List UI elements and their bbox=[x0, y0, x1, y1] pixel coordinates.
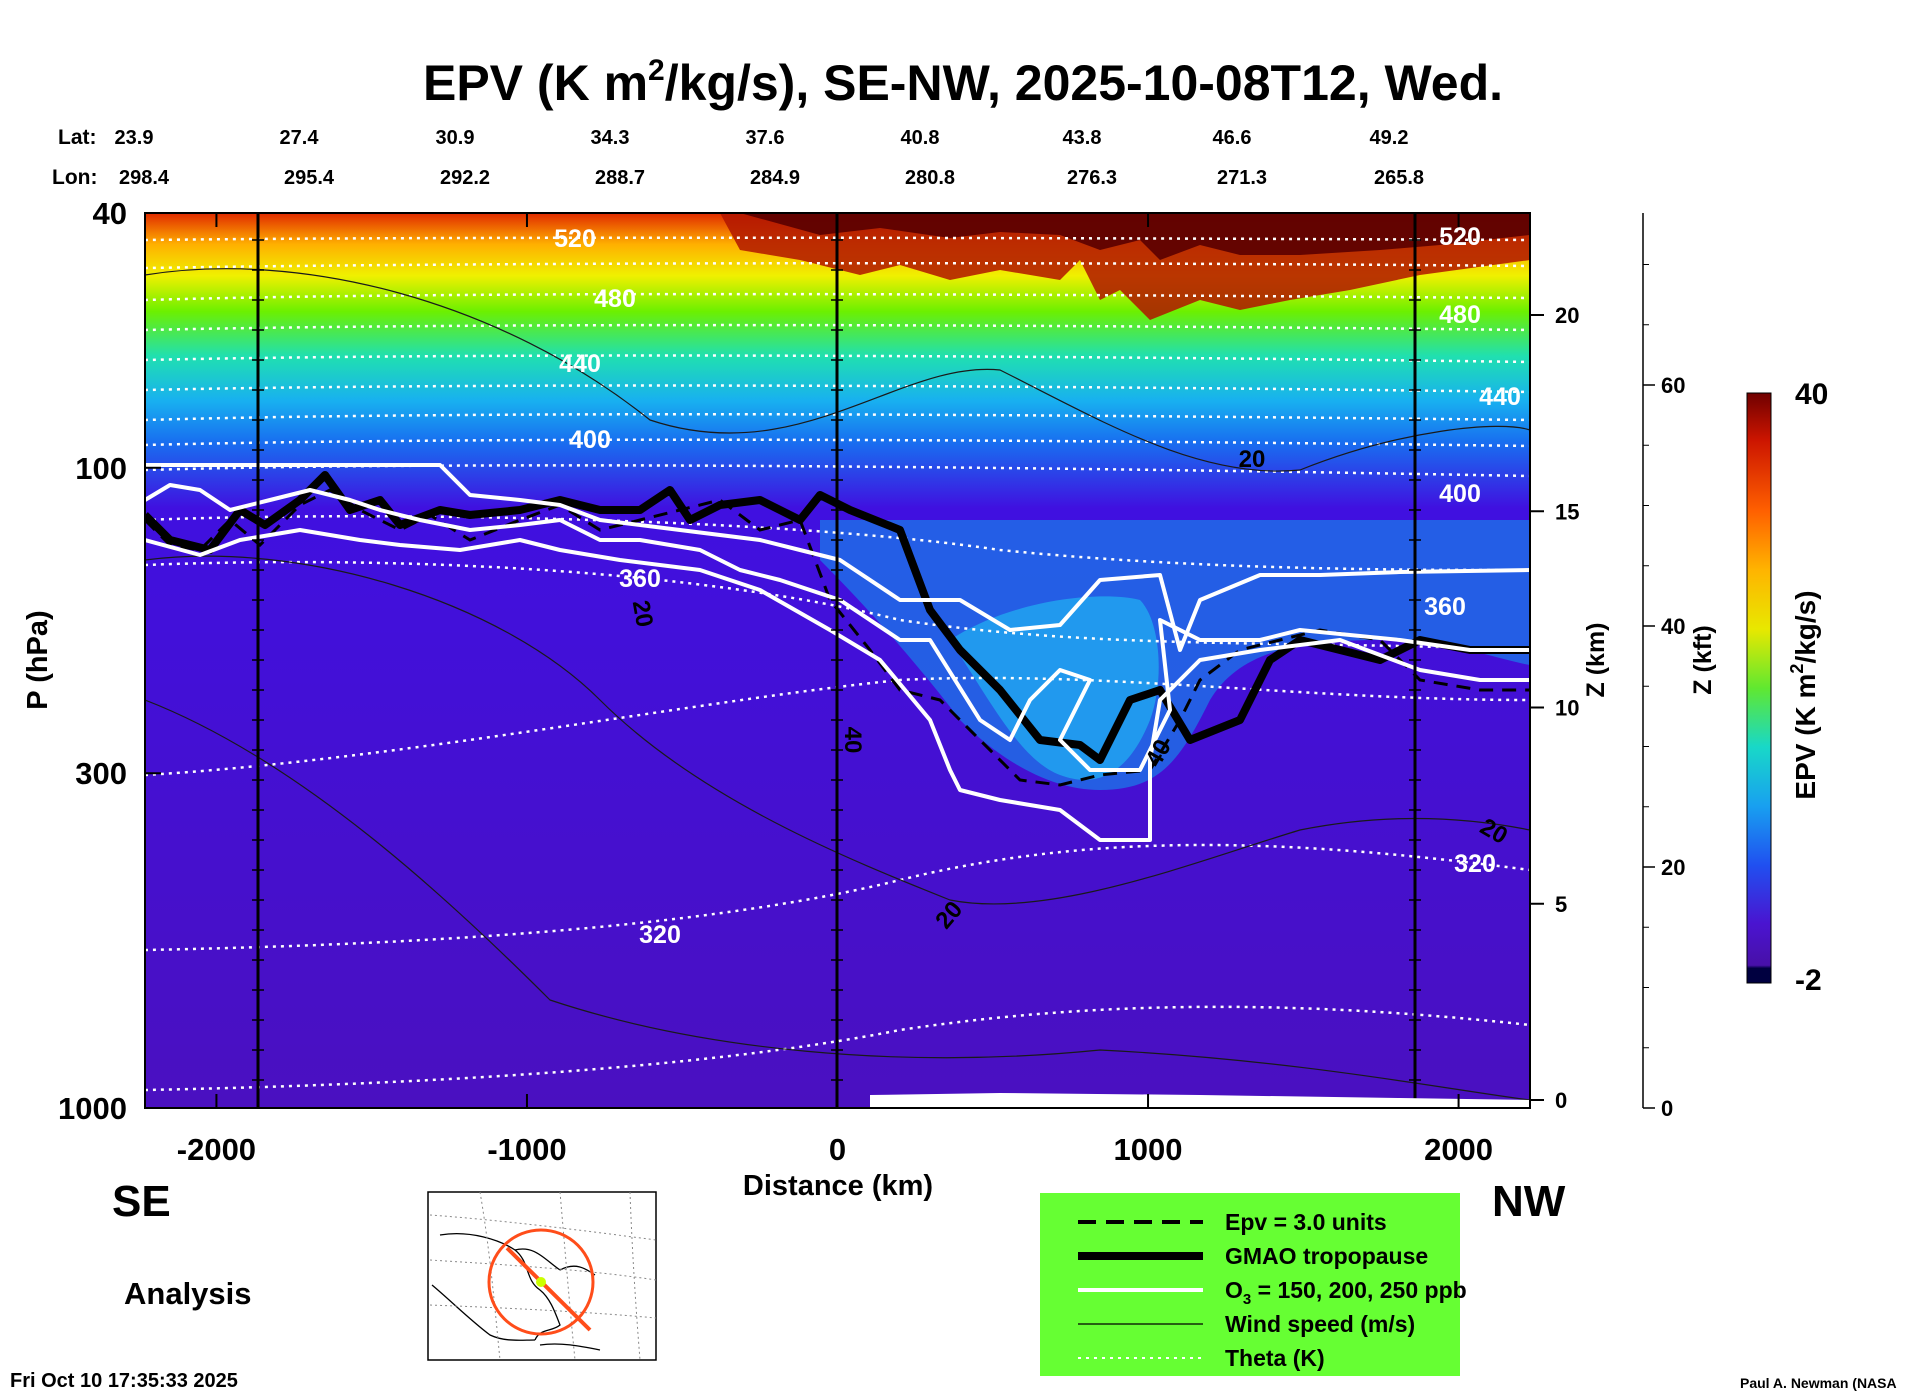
analysis-label: Analysis bbox=[124, 1276, 252, 1311]
terrain bbox=[870, 1093, 1530, 1108]
theta-label: 400 bbox=[569, 426, 611, 454]
x-axis: -2000 -1000 0 1000 2000 bbox=[177, 213, 1493, 1167]
y-axis-label: P (hPa) bbox=[22, 610, 54, 709]
z-kft-label: Z (kft) bbox=[1689, 625, 1717, 694]
legend: Epv = 3.0 units GMAO tropopause O3 = 150, … bbox=[1040, 1193, 1467, 1376]
colorbar-tick-top: 40 bbox=[1795, 378, 1828, 411]
x-tick-label: 1000 bbox=[1114, 1132, 1183, 1167]
z-kft-axis: 0 20 40 60 bbox=[1642, 213, 1685, 1121]
theta-label: 320 bbox=[1454, 850, 1496, 878]
epv-3-contour bbox=[145, 488, 1530, 787]
wind-speed-contours bbox=[145, 268, 1530, 1101]
z-km-label: Z (km) bbox=[1582, 623, 1610, 698]
y-tick-label: 1000 bbox=[58, 1091, 127, 1126]
z-km-tick-label: 0 bbox=[1555, 1088, 1567, 1113]
colorbar-tick-bottom: -2 bbox=[1795, 964, 1822, 997]
z-km-tick-label: 5 bbox=[1555, 892, 1567, 917]
z-km-axis: 0 5 10 15 20 bbox=[1529, 213, 1579, 1113]
credit: Paul A. Newman (NASA bbox=[1740, 1375, 1897, 1391]
lon-value: 280.8 bbox=[905, 167, 955, 189]
lon-value: 265.8 bbox=[1374, 167, 1424, 189]
legend-entry: Theta (K) bbox=[1225, 1345, 1325, 1371]
legend-entry: Wind speed (m/s) bbox=[1225, 1311, 1415, 1337]
lat-value: 49.2 bbox=[1370, 127, 1409, 149]
lon-value: 284.9 bbox=[750, 167, 800, 189]
timestamp: Fri Oct 10 17:35:33 2025 bbox=[10, 1370, 238, 1392]
lon-value: 295.4 bbox=[284, 167, 335, 189]
lat-label: Lat: bbox=[58, 126, 97, 149]
wind-label: 20 bbox=[627, 598, 658, 629]
x-tick-label: -2000 bbox=[177, 1132, 256, 1167]
wind-label: 20 bbox=[1239, 446, 1266, 473]
y-tick-label: 40 bbox=[93, 196, 127, 231]
lat-value: 23.9 bbox=[115, 127, 154, 149]
theta-label: 360 bbox=[1424, 593, 1466, 621]
epv-peak-region bbox=[740, 213, 1530, 260]
x-tick-label: 0 bbox=[829, 1132, 846, 1167]
theta-label: 440 bbox=[1479, 383, 1521, 411]
z-km-tick-label: 20 bbox=[1555, 303, 1579, 328]
theta-label: 320 bbox=[639, 921, 681, 949]
locator-map bbox=[427, 1191, 657, 1361]
theta-labels: 520 520 480 480 440 440 400 400 360 360 320 320 bbox=[554, 223, 1521, 949]
x-tick-label: 2000 bbox=[1424, 1132, 1493, 1167]
legend-entry: Epv = 3.0 units bbox=[1225, 1209, 1387, 1235]
lat-value: 34.3 bbox=[591, 127, 630, 149]
z-kft-tick-label: 60 bbox=[1661, 373, 1685, 398]
lat-value: 43.8 bbox=[1063, 127, 1102, 149]
y-axis: 40 100 300 1000 bbox=[58, 196, 1421, 1126]
lon-value: 292.2 bbox=[440, 167, 490, 189]
lon-value: 276.3 bbox=[1067, 167, 1117, 189]
lat-lon-ticks: 23.9 27.4 30.9 34.3 37.6 40.8 43.8 46.6 49.2 298.… bbox=[115, 127, 1425, 189]
lat-value: 27.4 bbox=[280, 127, 320, 149]
lon-value: 288.7 bbox=[595, 167, 645, 189]
lat-value: 46.6 bbox=[1213, 127, 1252, 149]
lat-value: 30.9 bbox=[436, 127, 475, 149]
colorbar bbox=[1746, 392, 1772, 984]
theta-label: 480 bbox=[594, 285, 636, 313]
ozone-contours bbox=[145, 463, 1530, 842]
theta-label: 520 bbox=[554, 225, 596, 253]
epv-intrusion-region bbox=[820, 520, 1530, 790]
x-axis-label: Distance (km) bbox=[743, 1170, 933, 1202]
x-tick-label: -1000 bbox=[487, 1132, 566, 1167]
theta-label: 360 bbox=[619, 565, 661, 593]
z-kft-tick-label: 0 bbox=[1661, 1096, 1673, 1121]
legend-entry: O3 = 150, 200, 250 ppb bbox=[1225, 1277, 1467, 1308]
theta-label: 440 bbox=[559, 350, 601, 378]
colorbar-label: EPV (K m2/kg/s) bbox=[1787, 590, 1821, 799]
epv-intrusion-core bbox=[950, 596, 1159, 780]
lon-value: 271.3 bbox=[1217, 167, 1267, 189]
wind-label: 40 bbox=[839, 727, 866, 754]
z-kft-tick-label: 20 bbox=[1661, 855, 1685, 880]
theta-label: 480 bbox=[1439, 301, 1481, 329]
chart-title: EPV (K m2/kg/s), SE-NW, 2025-10-08T12, W… bbox=[423, 54, 1503, 111]
z-kft-tick-label: 40 bbox=[1661, 614, 1685, 639]
y-tick-label: 100 bbox=[75, 451, 127, 486]
se-label: SE bbox=[112, 1177, 171, 1226]
nw-label: NW bbox=[1492, 1177, 1566, 1226]
lat-value: 37.6 bbox=[746, 127, 785, 149]
lat-value: 40.8 bbox=[901, 127, 940, 149]
lon-value: 298.4 bbox=[119, 167, 170, 189]
theta-label: 400 bbox=[1439, 480, 1481, 508]
legend-entry: GMAO tropopause bbox=[1225, 1243, 1428, 1269]
z-km-tick-label: 15 bbox=[1555, 499, 1579, 524]
lon-label: Lon: bbox=[52, 166, 97, 189]
y-tick-label: 300 bbox=[75, 756, 127, 791]
theta-label: 520 bbox=[1439, 223, 1481, 251]
z-km-tick-label: 10 bbox=[1555, 696, 1579, 721]
